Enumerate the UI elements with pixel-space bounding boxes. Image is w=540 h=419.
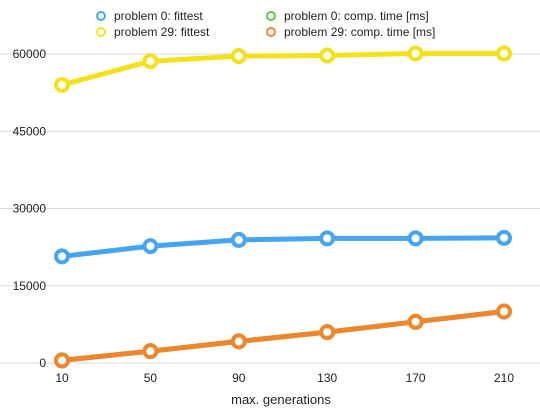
x-tick-label: 210 — [494, 371, 514, 385]
series-1 — [54, 45, 512, 93]
series-0 — [54, 229, 512, 265]
series-line — [59, 51, 507, 88]
legend-marker-icon — [96, 11, 106, 21]
x-tick-label: 10 — [55, 371, 69, 385]
x-tick-label: 130 — [317, 371, 337, 385]
y-tick-label: 30000 — [13, 202, 47, 216]
legend-item-problem-29-comp-time[interactable]: problem 29: comp. time [ms] — [266, 25, 435, 39]
data-point[interactable] — [142, 238, 159, 255]
data-point[interactable] — [54, 76, 70, 93]
x-axis-ticks: 10 50 90 130 170 210 — [55, 371, 514, 385]
series-line — [59, 235, 507, 259]
data-point[interactable] — [54, 248, 70, 265]
data-point[interactable] — [230, 231, 247, 248]
x-tick-label: 90 — [232, 371, 246, 385]
data-point[interactable] — [496, 229, 512, 246]
data-point[interactable] — [230, 48, 247, 65]
data-point[interactable] — [319, 324, 336, 341]
data-point[interactable] — [230, 333, 247, 350]
legend-item-problem-29-fittest[interactable]: problem 29: fittest — [96, 25, 209, 39]
y-tick-label: 60000 — [13, 47, 47, 61]
legend-item-problem-0-fittest[interactable]: problem 0: fittest — [96, 9, 203, 23]
legend-item-problem-0-comp-time[interactable]: problem 0: comp. time [ms] — [266, 9, 429, 23]
data-point[interactable] — [496, 45, 512, 62]
data-point[interactable] — [407, 45, 424, 62]
legend-label: problem 29: comp. time [ms] — [284, 25, 436, 39]
data-point[interactable] — [407, 313, 424, 330]
series-line — [59, 309, 507, 363]
x-axis-title: max. generations — [231, 392, 331, 407]
data-point[interactable] — [319, 230, 336, 247]
data-point[interactable] — [319, 47, 336, 64]
data-point[interactable] — [142, 343, 159, 360]
series-group — [54, 45, 512, 369]
y-tick-label: 15000 — [13, 279, 47, 293]
series-3 — [54, 303, 512, 369]
y-tick-label: 0 — [39, 356, 46, 370]
x-tick-label: 50 — [144, 371, 158, 385]
y-tick-label: 45000 — [13, 124, 47, 138]
legend-label: problem 29: fittest — [114, 25, 210, 39]
y-axis-ticks: 0 15000 30000 45000 60000 — [13, 47, 47, 370]
data-point[interactable] — [496, 303, 512, 320]
data-point[interactable] — [54, 352, 70, 369]
data-point[interactable] — [142, 53, 159, 70]
legend-label: problem 0: comp. time [ms] — [284, 9, 429, 23]
legend-marker-icon — [266, 27, 276, 37]
x-tick-label: 170 — [406, 371, 426, 385]
legend-marker-icon — [266, 11, 276, 21]
data-point[interactable] — [407, 230, 424, 247]
legend-marker-icon — [96, 27, 106, 37]
legend: problem 0: fittest problem 29: fittest p… — [0, 6, 540, 40]
legend-label: problem 0: fittest — [114, 9, 203, 23]
